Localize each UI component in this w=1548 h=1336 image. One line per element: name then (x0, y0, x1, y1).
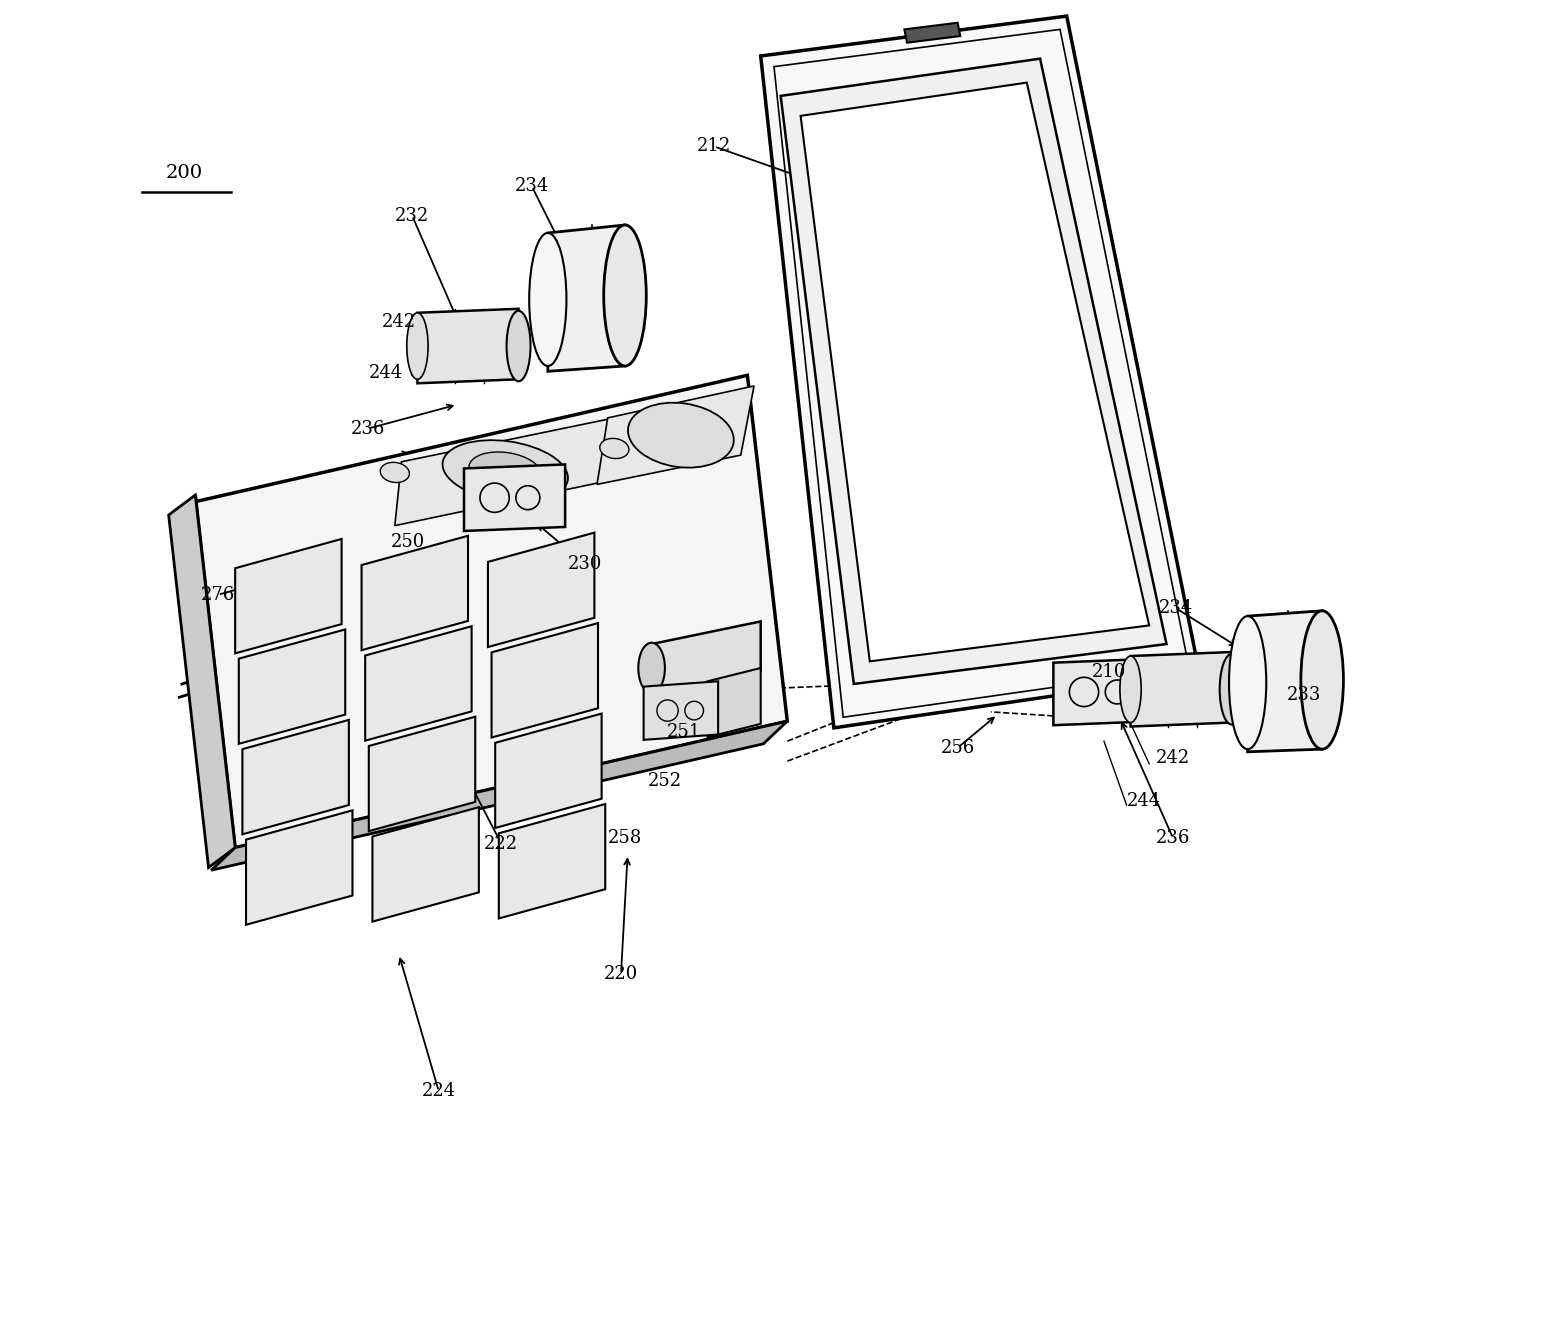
Polygon shape (1053, 659, 1155, 725)
Ellipse shape (628, 402, 734, 468)
Text: 251: 251 (666, 723, 701, 741)
Ellipse shape (506, 311, 531, 381)
Polygon shape (1130, 652, 1232, 727)
Polygon shape (495, 713, 602, 828)
Text: 242: 242 (1156, 749, 1190, 767)
Polygon shape (395, 418, 615, 525)
Polygon shape (488, 533, 594, 647)
Ellipse shape (469, 452, 542, 490)
Polygon shape (780, 59, 1167, 684)
Polygon shape (373, 807, 478, 922)
Ellipse shape (443, 440, 568, 502)
Ellipse shape (638, 643, 666, 693)
Polygon shape (498, 804, 605, 918)
Ellipse shape (407, 313, 429, 379)
Text: 236: 236 (1156, 830, 1190, 847)
Polygon shape (195, 375, 788, 847)
Polygon shape (243, 720, 348, 834)
Polygon shape (492, 623, 598, 737)
Polygon shape (707, 668, 760, 737)
Text: 244: 244 (368, 363, 402, 382)
Ellipse shape (1229, 616, 1266, 749)
Ellipse shape (599, 438, 628, 458)
Polygon shape (598, 386, 754, 485)
Text: 222: 222 (485, 835, 519, 852)
Polygon shape (644, 681, 718, 740)
Polygon shape (418, 309, 519, 383)
Polygon shape (652, 621, 760, 695)
Text: 234: 234 (515, 178, 550, 195)
Polygon shape (800, 83, 1149, 661)
Polygon shape (246, 811, 353, 925)
Polygon shape (169, 496, 235, 867)
Polygon shape (548, 224, 625, 371)
Text: 236: 236 (351, 420, 385, 437)
Polygon shape (235, 538, 342, 653)
Ellipse shape (1300, 611, 1344, 749)
Text: 220: 220 (604, 965, 638, 983)
Polygon shape (238, 629, 345, 744)
Polygon shape (365, 627, 472, 740)
Text: 224: 224 (421, 1082, 455, 1100)
Text: 242: 242 (382, 313, 416, 331)
Text: 212: 212 (697, 138, 731, 155)
Ellipse shape (529, 232, 567, 366)
Text: 256: 256 (941, 739, 975, 756)
Polygon shape (760, 16, 1200, 728)
Text: 210: 210 (1091, 663, 1127, 681)
Ellipse shape (1220, 655, 1243, 724)
Polygon shape (368, 716, 475, 831)
Text: 250: 250 (392, 533, 426, 550)
Text: 233: 233 (1286, 685, 1320, 704)
Ellipse shape (604, 224, 646, 366)
Polygon shape (362, 536, 467, 651)
Text: 232: 232 (395, 207, 429, 224)
Text: 258: 258 (608, 830, 642, 847)
Ellipse shape (1119, 656, 1141, 723)
Polygon shape (1248, 611, 1322, 752)
Text: 244: 244 (1127, 792, 1161, 810)
Text: 234: 234 (1158, 599, 1194, 617)
Text: 276: 276 (201, 585, 235, 604)
Text: 252: 252 (649, 772, 683, 790)
Polygon shape (464, 465, 565, 530)
Polygon shape (904, 23, 960, 43)
Text: 200: 200 (166, 164, 203, 182)
Text: 230: 230 (568, 556, 602, 573)
Polygon shape (211, 721, 788, 870)
Ellipse shape (381, 462, 409, 482)
